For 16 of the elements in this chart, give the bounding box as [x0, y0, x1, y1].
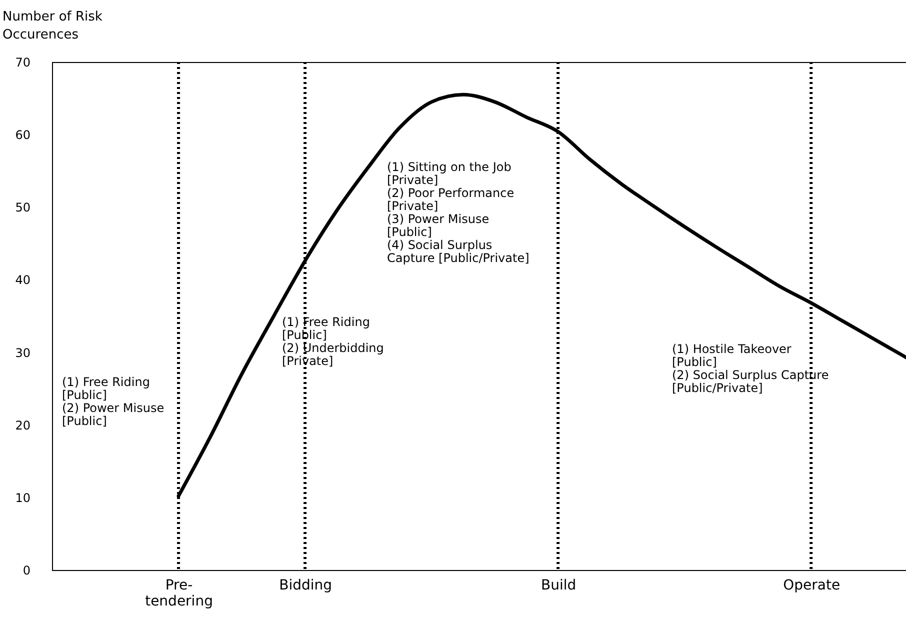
x-tick-label: Bidding: [279, 578, 332, 594]
annotation: (1) Sitting on the Job [Private] (2) Poor Performance [Private] (3) Power Misuse [Public] (4) Social Surplus Capture [Public/Private]: [387, 160, 530, 265]
annotation: (1) Free Riding [Public] (2) Power Misuse [Public]: [62, 375, 164, 428]
y-tick-label: 70: [15, 56, 30, 70]
y-axis-title: Number of Risk Occurences: [2, 10, 103, 42]
x-tick-label: Build: [540, 578, 576, 594]
x-tick-label: Pre-tendering: [145, 578, 213, 610]
y-tick-label: 0: [22, 564, 30, 578]
y-tick-label: 40: [15, 273, 30, 288]
y-tick-label: 50: [15, 200, 30, 215]
annotation: (1) Hostile Takeover [Public] (2) Social Surplus Capture [Public/Private]: [672, 342, 829, 395]
y-tick-label: 10: [15, 490, 30, 505]
y-tick-label: 20: [15, 418, 30, 432]
y-tick-label: 30: [15, 346, 30, 360]
x-tick-label: Operate: [783, 578, 840, 594]
y-tick-label: 60: [15, 128, 30, 142]
